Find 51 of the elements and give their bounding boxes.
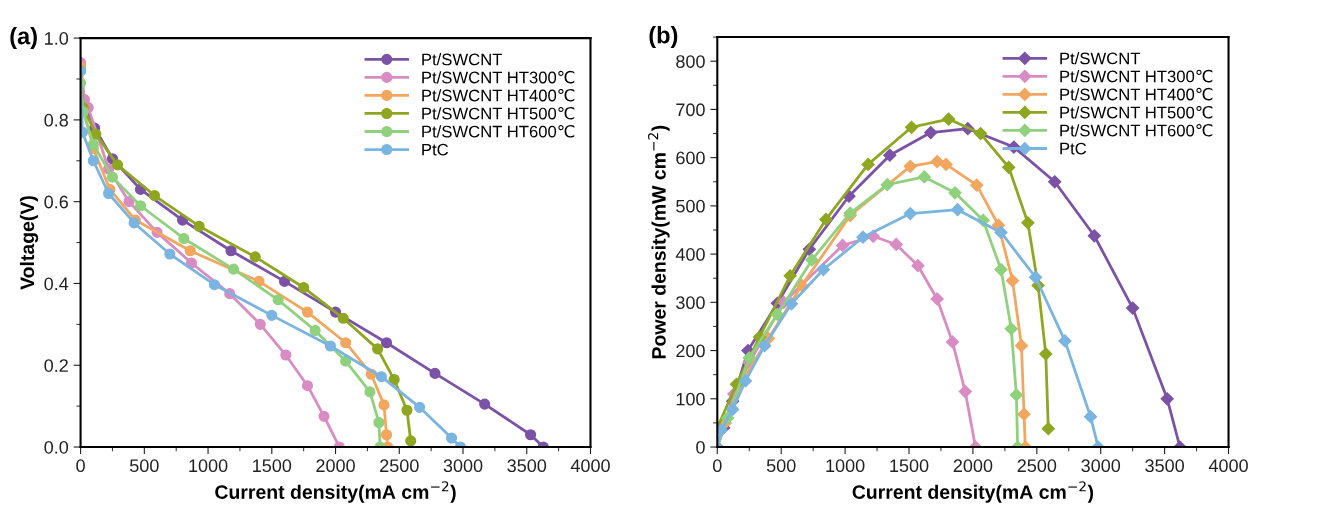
y-tick-label: 0 [696,440,705,454]
y-tick-label: 200 [676,344,705,358]
y-tick-label: 400 [675,248,705,261]
y-tick-label: 0.2 [44,359,68,372]
y-tick-label: 300 [676,296,705,310]
legend-label: Pt/SWCNT [1060,52,1141,65]
y-tick-label: 600 [676,151,705,165]
x-tick-label: 500 [129,459,159,473]
legend-label: PtC [422,143,449,156]
legend-label: Pt/SWCNT HT300℃ [422,70,575,84]
x-axis-title: Current density(mA cm$^{−2}$) [215,481,456,503]
x-tick-label: 0 [76,459,85,473]
x-tick-label: 1500 [253,459,292,473]
y-tick-label: 0.4 [44,277,69,291]
y-tick-label: 1.0 [45,32,69,45]
legend-label: Pt/SWCNT HT500℃ [1060,105,1213,119]
legend-label: Pt/SWCNT [422,53,503,66]
x-tick-label: 2000 [316,459,355,473]
x-tick-label: 1000 [826,459,865,473]
x-tick-label: 4000 [570,459,610,473]
x-axis-title: Current density(mA cm$^{−2}$) [852,481,1094,503]
x-tick-label: 1500 [890,459,929,473]
legend-label: Pt/SWCNT HT400℃ [1060,87,1213,101]
x-tick-label: 2500 [1017,459,1057,473]
legend-label: PtC [1060,142,1087,155]
legend-label: Pt/SWCNT HT400℃ [422,88,575,102]
y-axis-title: Power density(mW cm$^{−2}$) [648,125,670,359]
x-tick-label: 500 [766,459,796,473]
y-tick-label: 0.0 [44,440,69,454]
x-tick-label: 4000 [1208,459,1248,473]
x-tick-label: 3000 [443,459,483,473]
x-tick-label: 3000 [1081,459,1121,473]
y-tick-label: 700 [676,103,705,117]
x-tick-label: 3500 [1145,459,1185,473]
x-tick-label: 3500 [507,459,547,473]
x-tick-label: 2000 [953,459,993,473]
x-tick-label: 0 [712,459,722,473]
y-tick-label: 0.6 [44,195,68,209]
text: (b) [649,26,678,49]
legend-label: Pt/SWCNT HT300℃ [1060,69,1213,83]
text: (a) [10,27,37,50]
y-tick-label: 0.8 [44,113,68,127]
y-tick-label: 800 [676,55,705,68]
y-tick-label: 100 [676,392,705,406]
y-axis-title: Voltage(V) [19,196,39,290]
legend-label: Pt/SWCNT HT600℃ [1060,123,1213,137]
x-tick-label: 2500 [380,459,419,473]
legend-label: Pt/SWCNT HT500℃ [422,106,575,120]
y-tick-label: 500 [676,199,705,213]
x-tick-label: 1000 [189,459,228,473]
legend-label: Pt/SWCNT HT600℃ [422,124,575,138]
